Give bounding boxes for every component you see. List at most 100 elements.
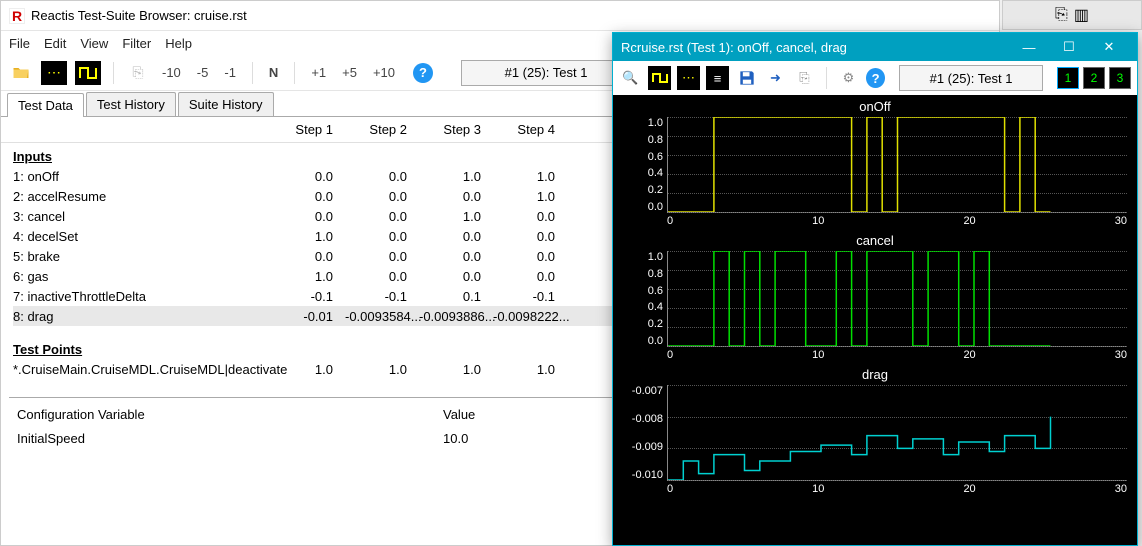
tab-suite-history[interactable]: Suite History bbox=[178, 92, 274, 116]
scope-window-title: cruise.rst (Test 1): onOff, cancel, drag bbox=[630, 40, 847, 55]
tab-test-history[interactable]: Test History bbox=[86, 92, 176, 116]
signal-view-2-icon[interactable]: ⋯ bbox=[677, 66, 700, 90]
row-name: 6: gas bbox=[13, 269, 271, 284]
separator bbox=[294, 62, 295, 84]
config-col-value[interactable]: Value bbox=[443, 407, 583, 422]
step-minus-10[interactable]: -10 bbox=[158, 65, 185, 80]
row-name: 5: brake bbox=[13, 249, 271, 264]
menu-filter[interactable]: Filter bbox=[122, 36, 151, 51]
row-value: 0.0 bbox=[345, 169, 419, 184]
plot-xaxis: 0102030 bbox=[667, 213, 1127, 227]
signal-view-1-icon[interactable]: ⋯ bbox=[41, 61, 67, 85]
row-name: 7: inactiveThrottleDelta bbox=[13, 289, 271, 304]
save-icon[interactable] bbox=[735, 66, 758, 90]
scope-test-selector[interactable]: #1 (25): Test 1 bbox=[899, 65, 1043, 91]
tab-test-data[interactable]: Test Data bbox=[7, 93, 84, 117]
row-value: -0.0093886... bbox=[419, 309, 493, 324]
row-value: 1.0 bbox=[419, 169, 493, 184]
menu-view[interactable]: View bbox=[80, 36, 108, 51]
row-value: 0.0 bbox=[345, 249, 419, 264]
plot-title: drag bbox=[623, 367, 1127, 385]
step-minus-1[interactable]: -1 bbox=[220, 65, 240, 80]
row-value: 1.0 bbox=[345, 362, 419, 377]
plot-page-1[interactable]: 1 bbox=[1057, 67, 1079, 89]
background-window-toolbar: ⎘ ▥ bbox=[1002, 0, 1142, 30]
row-name: 3: cancel bbox=[13, 209, 271, 224]
list-view-icon[interactable]: ≡ bbox=[706, 66, 729, 90]
minimize-button[interactable]: — bbox=[1009, 33, 1049, 61]
plots-area: onOff1.00.80.60.40.20.00102030cancel1.00… bbox=[613, 95, 1137, 509]
row-value: 0.0 bbox=[271, 209, 345, 224]
row-value: 0.0 bbox=[419, 189, 493, 204]
step-plus-1[interactable]: +1 bbox=[307, 65, 330, 80]
plot-xaxis: 0102030 bbox=[667, 347, 1127, 361]
copy-icon[interactable]: ⎘ bbox=[126, 61, 150, 85]
menu-edit[interactable]: Edit bbox=[44, 36, 66, 51]
signal-view-2-icon[interactable] bbox=[75, 61, 101, 85]
separator bbox=[252, 62, 253, 84]
separator bbox=[113, 62, 114, 84]
th-step1[interactable]: Step 1 bbox=[271, 122, 345, 137]
row-name: 4: decelSet bbox=[13, 229, 271, 244]
config-var-name: InitialSpeed bbox=[13, 431, 443, 446]
settings-icon[interactable]: ⚙ bbox=[837, 66, 860, 90]
app-logo: R bbox=[621, 40, 630, 55]
row-value: 0.1 bbox=[419, 289, 493, 304]
th-step4[interactable]: Step 4 bbox=[493, 122, 567, 137]
maximize-button[interactable]: ☐ bbox=[1049, 33, 1089, 61]
row-value: 0.0 bbox=[345, 229, 419, 244]
row-value: 1.0 bbox=[493, 362, 567, 377]
help-icon[interactable]: ? bbox=[866, 68, 885, 88]
test-selector-label: #1 (25): Test 1 bbox=[505, 65, 588, 80]
plot-page-3[interactable]: 3 bbox=[1109, 67, 1131, 89]
row-value: -0.0093584... bbox=[345, 309, 419, 324]
config-col-variable[interactable]: Configuration Variable bbox=[13, 407, 443, 422]
scope-window: R cruise.rst (Test 1): onOff, cancel, dr… bbox=[612, 32, 1138, 546]
step-minus-5[interactable]: -5 bbox=[193, 65, 213, 80]
plot-canvas[interactable] bbox=[667, 385, 1127, 481]
row-value: -0.1 bbox=[493, 289, 567, 304]
close-button[interactable]: ✕ bbox=[1089, 33, 1129, 61]
step-n[interactable]: N bbox=[265, 65, 282, 80]
plot-xaxis: 0102030 bbox=[667, 481, 1127, 495]
export-icon[interactable]: ➜ bbox=[764, 66, 787, 90]
row-value: 0.0 bbox=[271, 249, 345, 264]
step-plus-10[interactable]: +10 bbox=[369, 65, 399, 80]
plot-yaxis: 1.00.80.60.40.20.0 bbox=[623, 251, 667, 347]
row-value: 1.0 bbox=[493, 189, 567, 204]
menu-file[interactable]: File bbox=[9, 36, 30, 51]
row-value: -0.0098222... bbox=[493, 309, 567, 324]
plot-yaxis: -0.007-0.008-0.009-0.010 bbox=[623, 385, 667, 481]
th-step3[interactable]: Step 3 bbox=[419, 122, 493, 137]
plot-title: onOff bbox=[623, 99, 1127, 117]
row-name: 1: onOff bbox=[13, 169, 271, 184]
row-value: 0.0 bbox=[419, 249, 493, 264]
row-value: 0.0 bbox=[493, 269, 567, 284]
th-step2[interactable]: Step 2 bbox=[345, 122, 419, 137]
row-value: 1.0 bbox=[419, 362, 493, 377]
scope-title-bar[interactable]: R cruise.rst (Test 1): onOff, cancel, dr… bbox=[613, 33, 1137, 61]
open-icon[interactable] bbox=[9, 61, 33, 85]
help-icon[interactable]: ? bbox=[413, 63, 433, 83]
zoom-icon[interactable]: 🔍 bbox=[619, 66, 642, 90]
row-value: 1.0 bbox=[271, 229, 345, 244]
row-value: 0.0 bbox=[493, 249, 567, 264]
row-value: 1.0 bbox=[271, 362, 345, 377]
app-logo: R bbox=[9, 8, 25, 24]
test-selector-dropdown[interactable]: #1 (25): Test 1 bbox=[461, 60, 631, 86]
row-value: 0.0 bbox=[345, 189, 419, 204]
plot-canvas[interactable] bbox=[667, 117, 1127, 213]
step-plus-5[interactable]: +5 bbox=[338, 65, 361, 80]
scope-test-selector-label: #1 (25): Test 1 bbox=[930, 71, 1013, 86]
copy-icon[interactable]: ⎘ bbox=[793, 66, 816, 90]
plot-page-2[interactable]: 2 bbox=[1083, 67, 1105, 89]
window-controls: — ☐ ✕ bbox=[1009, 33, 1129, 61]
main-window-title: Reactis Test-Suite Browser: cruise.rst bbox=[31, 8, 247, 23]
plot-drag: drag-0.007-0.008-0.009-0.0100102030 bbox=[623, 367, 1127, 495]
signal-view-1-icon[interactable] bbox=[648, 66, 671, 90]
plot-canvas[interactable] bbox=[667, 251, 1127, 347]
menu-help[interactable]: Help bbox=[165, 36, 192, 51]
row-value: -0.01 bbox=[271, 309, 345, 324]
row-value: 1.0 bbox=[271, 269, 345, 284]
separator bbox=[826, 67, 827, 89]
